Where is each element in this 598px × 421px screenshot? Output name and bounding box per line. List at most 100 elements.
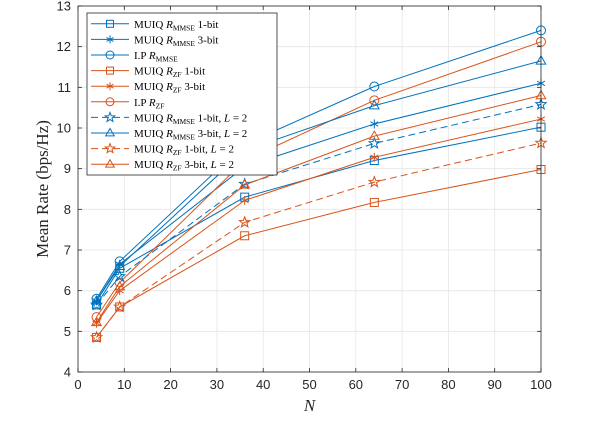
legend-text-part: R — [165, 66, 173, 78]
x-tick-label: 10 — [117, 377, 131, 392]
legend-text-part: MMSE — [173, 133, 196, 142]
data-point — [90, 294, 103, 305]
legend-text-part: R — [165, 144, 173, 156]
legend-marker — [106, 19, 114, 28]
data-point — [369, 197, 379, 207]
legend-text-part: R — [165, 19, 173, 31]
legend-label: I.P RMMSE — [134, 50, 178, 64]
legend-label: I.P RZF — [134, 97, 164, 111]
asterisk-stroke — [115, 287, 124, 294]
legend-label: MUIQ RMMSE 1-bit, L = 2 — [134, 112, 247, 126]
asterisk-stroke — [106, 36, 114, 42]
legend-marker — [106, 66, 114, 75]
series-line — [96, 94, 542, 323]
legend-text-part: = 2 — [217, 159, 234, 171]
series-9 — [89, 136, 548, 344]
legend-marker — [106, 82, 114, 91]
legend-text-part: I.P — [134, 50, 149, 62]
legend-text-part: R — [148, 97, 156, 109]
legend-item: MUIQ RZF 1-bit — [91, 66, 205, 79]
data-point — [367, 175, 381, 188]
legend-marker — [103, 142, 117, 154]
legend-text-part: = 2 — [230, 128, 247, 140]
data-point — [368, 99, 380, 110]
legend-text-part: R — [165, 81, 173, 93]
legend-text-part: R — [165, 34, 173, 46]
legend-text-part: ZF — [173, 86, 182, 95]
legend-label: MUIQ RMMSE 3-bit — [134, 34, 218, 48]
data-point — [238, 215, 252, 228]
legend-item: MUIQ RZF 3-bit, L = 2 — [91, 158, 234, 173]
legend-item: I.P RMMSE — [91, 50, 178, 64]
legend-text-part: 3-bit, — [182, 159, 211, 171]
legend-text-part: MUIQ — [134, 34, 166, 46]
legend-text-part: L — [223, 128, 230, 140]
x-axis-label: N — [303, 396, 317, 415]
legend-text-part: ZF — [156, 101, 165, 110]
data-point — [114, 260, 126, 271]
data-point — [92, 332, 102, 342]
legend-marker — [106, 35, 114, 44]
x-tick-label: 20 — [163, 377, 177, 392]
data-point — [115, 302, 125, 312]
y-tick-label: 11 — [58, 80, 72, 95]
legend-label: MUIQ RZF 1-bit, L = 2 — [134, 144, 234, 158]
data-point — [240, 195, 249, 205]
legend-text-part: MUIQ — [134, 128, 166, 140]
series-10 — [90, 89, 547, 327]
legend-text-part: MUIQ — [134, 81, 166, 93]
x-tick-label: 50 — [302, 377, 316, 392]
legend-text-part: MUIQ — [134, 144, 166, 156]
data-point — [240, 231, 250, 241]
y-tick-label: 9 — [64, 161, 71, 176]
series-layer — [89, 25, 548, 344]
data-point — [91, 293, 102, 304]
legend-text-part: R — [165, 112, 173, 124]
legend-text-part: R — [165, 159, 173, 171]
legend-item: MUIQ RMMSE 3-bit — [91, 34, 218, 48]
axis-ticks: 0 10 20 30 40 50 60 70 80 90 100 4 5 6 7 8 9 10 11 12 13 — [57, 0, 552, 392]
legend-text-part: ZF — [173, 70, 182, 79]
x-tick-label: 40 — [256, 377, 270, 392]
data-point — [115, 286, 124, 296]
legend-item: MUIQ RZF 1-bit, L = 2 — [91, 142, 234, 158]
y-tick-label: 13 — [57, 0, 71, 14]
legend-text-part: ZF — [173, 164, 182, 173]
asterisk-stroke — [370, 154, 379, 160]
legend-text-part: = 2 — [217, 144, 234, 156]
legend-text-part: L — [210, 159, 217, 171]
data-point — [370, 152, 379, 162]
legend-label: MUIQ RMMSE 1-bit — [134, 19, 218, 33]
legend-label: MUIQ RZF 3-bit, L = 2 — [134, 159, 234, 173]
x-tick-label: 90 — [487, 377, 501, 392]
legend-text-part: MMSE — [173, 39, 196, 48]
legend-item: MUIQ RZF 3-bit — [91, 81, 205, 95]
legend-text-part: MMSE — [173, 117, 196, 126]
y-tick-label: 4 — [64, 365, 71, 380]
data-point — [89, 330, 104, 344]
legend-text-part: I.P — [134, 97, 149, 109]
asterisk-stroke — [240, 197, 249, 204]
data-point — [369, 81, 380, 92]
legend-text-part: 1-bit, — [195, 112, 224, 124]
y-tick-label: 10 — [57, 121, 71, 136]
legend-label: MUIQ RMMSE 3-bit, L = 2 — [134, 128, 247, 142]
legend-box — [86, 12, 278, 176]
data-point — [370, 119, 379, 129]
y-axis-label: Mean Rate (bps/Hz) — [33, 120, 52, 258]
legend-marker — [104, 127, 116, 137]
legend-item: MUIQ RMMSE 1-bit — [91, 19, 218, 33]
legend-text-part: MUIQ — [134, 112, 166, 124]
legend-text-part: MMSE — [156, 55, 179, 64]
series-line — [96, 142, 542, 338]
series-line — [96, 103, 542, 306]
legend-marker — [104, 158, 116, 168]
legend-item: MUIQ RMMSE 1-bit, L = 2 — [91, 110, 247, 126]
legend-text-part: 3-bit, — [195, 128, 224, 140]
x-tick-label: 30 — [210, 377, 224, 392]
x-tick-label: 0 — [74, 377, 81, 392]
legend-text-part: MUIQ — [134, 66, 166, 78]
legend-text-part: 3-bit — [182, 81, 206, 93]
